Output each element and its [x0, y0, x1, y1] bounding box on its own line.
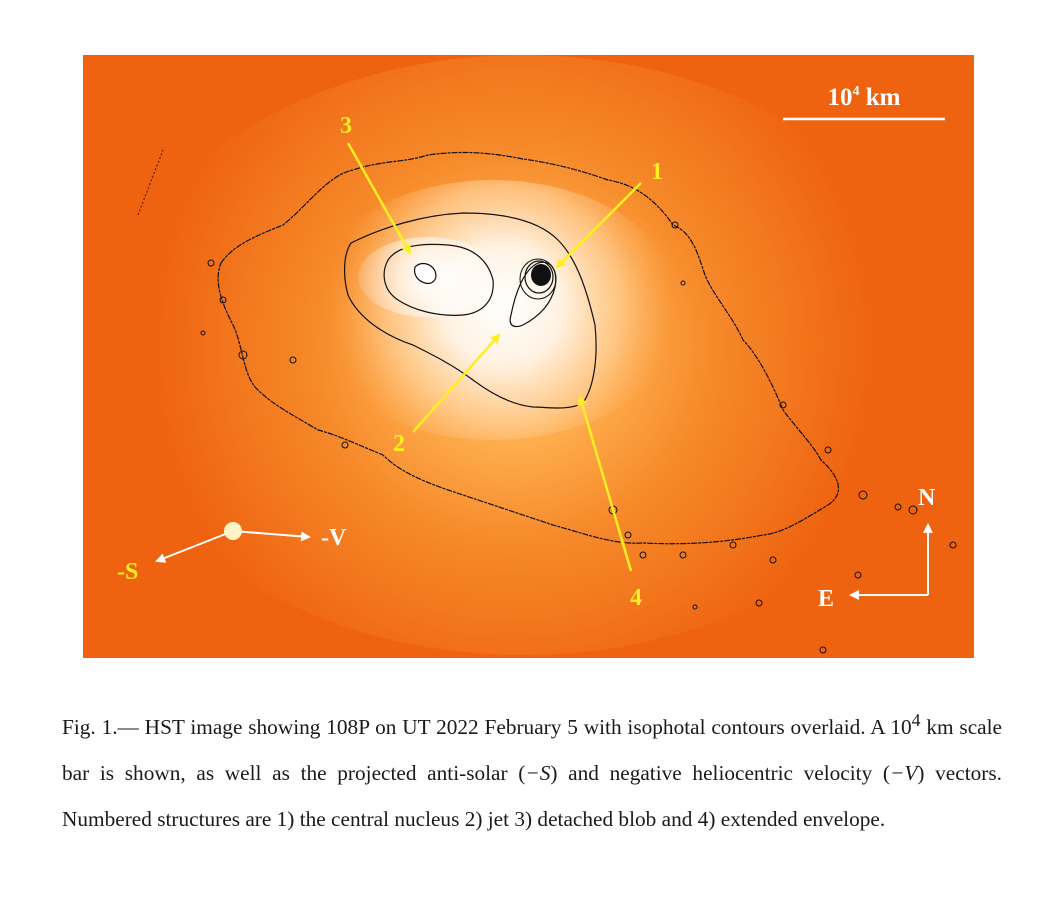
vector-indicator: -S -V	[117, 522, 347, 585]
label-jet-2: 2	[393, 431, 405, 457]
caption-text-3: ) and negative heliocentric velocity (	[550, 761, 890, 786]
inner-coma	[303, 180, 683, 440]
scale-bar-label: 104 km	[828, 84, 901, 111]
compass-north-label: N	[918, 485, 936, 511]
caption-text-2: km scale bar is shown, as well as the pr…	[62, 715, 1002, 786]
blob-contour	[383, 243, 494, 316]
scale-bar: 104 km	[783, 84, 945, 121]
blob-core-contour	[413, 262, 437, 284]
arrow-jet	[412, 333, 501, 433]
outer-isophote-contour	[217, 151, 839, 545]
anti-solar-label: -S	[117, 559, 138, 585]
mid-isophote-contour	[344, 212, 597, 409]
arrow-nucleus	[555, 182, 642, 269]
figure-caption: Fig. 1.— HST image showing 108P on UT 20…	[62, 697, 1002, 842]
caption-text-4: ) vectors. Numbered structures are 1) th…	[62, 761, 1002, 832]
velocity-arrow	[232, 530, 311, 542]
compass: N E	[818, 485, 936, 612]
label-envelope-4: 4	[630, 585, 642, 611]
label-nucleus-1: 1	[651, 159, 663, 185]
feature-arrows	[346, 142, 642, 572]
nucleus	[519, 258, 557, 300]
arrow-blob	[346, 142, 412, 255]
caption-text-1: Fig. 1.— HST image showing 108P on UT 20…	[62, 715, 912, 740]
arrow-envelope	[577, 395, 633, 572]
label-blob-3: 3	[340, 113, 352, 139]
compass-east-label: E	[818, 586, 834, 612]
anti-solar-arrow	[155, 530, 234, 563]
caption-sup: 4	[911, 710, 921, 730]
velocity-label: -V	[321, 525, 347, 551]
caption-math-v: −V	[890, 761, 918, 786]
caption-math-s: −S	[525, 761, 551, 786]
noise-specks	[200, 221, 957, 654]
sun-direction-dot	[224, 522, 242, 540]
hst-comet-image: 104 km 3 1 2 4 -S -V N E	[83, 55, 974, 658]
